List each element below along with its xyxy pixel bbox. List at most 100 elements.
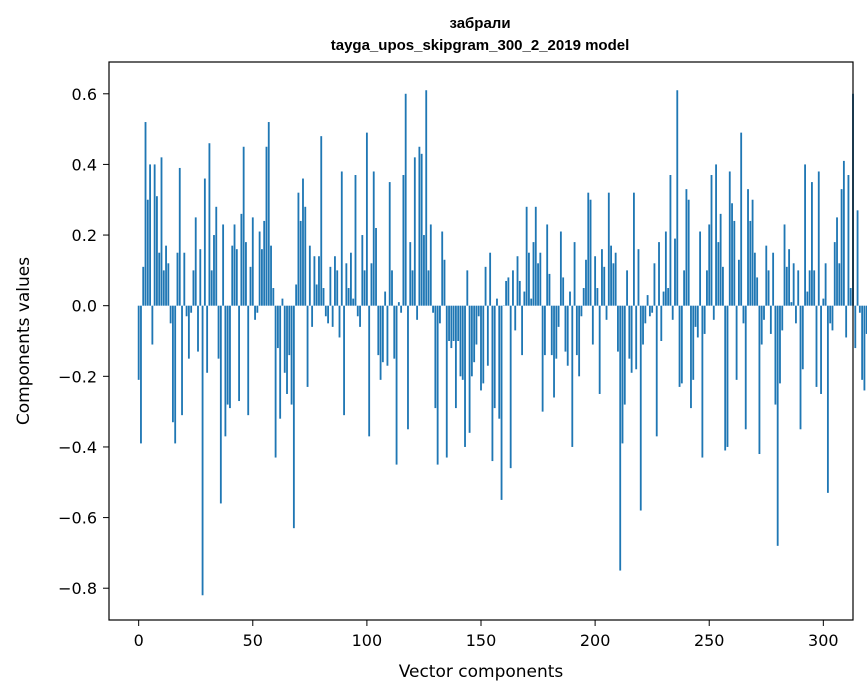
bar-318 xyxy=(863,305,866,391)
bar-24 xyxy=(192,270,195,306)
bar-222 xyxy=(644,305,647,324)
bar-186 xyxy=(562,277,565,306)
bar-41 xyxy=(231,245,234,306)
bar-197 xyxy=(587,192,590,306)
y-tick-label: 0.6 xyxy=(72,85,97,104)
bar-15 xyxy=(171,305,174,423)
bar-256 xyxy=(722,266,724,306)
bar-47 xyxy=(245,242,247,306)
x-tick-label: 0 xyxy=(134,631,144,650)
x-tick-label: 50 xyxy=(243,631,263,650)
bar-113 xyxy=(395,305,398,465)
bar-77 xyxy=(313,256,316,306)
bar-317 xyxy=(861,305,864,380)
bar-239 xyxy=(683,270,686,306)
bar-9 xyxy=(158,252,161,306)
bar-314 xyxy=(854,305,857,349)
bar-175 xyxy=(537,263,539,306)
bar-132 xyxy=(439,305,441,324)
bar-240 xyxy=(685,189,688,306)
bar-76 xyxy=(311,305,314,327)
bar-62 xyxy=(279,305,282,419)
bar-130 xyxy=(434,305,437,409)
bar-209 xyxy=(614,252,617,306)
bar-255 xyxy=(719,213,722,306)
bar-53 xyxy=(258,231,261,306)
bar-114 xyxy=(397,302,400,306)
bar-157 xyxy=(496,298,498,306)
bar-206 xyxy=(607,192,610,306)
y-tick-label: 0.0 xyxy=(72,297,97,316)
bar-286 xyxy=(790,302,793,306)
bar-122 xyxy=(416,305,419,320)
bar-305 xyxy=(833,242,836,306)
bar-103 xyxy=(372,171,375,306)
bar-112 xyxy=(393,305,396,359)
bar-10 xyxy=(160,157,163,306)
bar-205 xyxy=(605,305,608,320)
bar-136 xyxy=(448,305,450,341)
bar-299 xyxy=(820,305,822,394)
bar-245 xyxy=(696,305,699,338)
bar-86 xyxy=(334,256,336,306)
bar-198 xyxy=(589,199,592,306)
bar-264 xyxy=(740,132,743,306)
bar-269 xyxy=(751,199,754,306)
bar-21 xyxy=(185,305,188,317)
bar-168 xyxy=(521,305,523,356)
bar-278 xyxy=(772,252,775,306)
bar-131 xyxy=(436,305,439,465)
bar-148 xyxy=(475,305,478,345)
bar-45 xyxy=(240,213,243,306)
bar-137 xyxy=(450,305,453,349)
bar-107 xyxy=(381,305,384,363)
bar-56 xyxy=(265,146,268,306)
bar-251 xyxy=(710,175,713,306)
bar-312 xyxy=(849,288,852,306)
bar-162 xyxy=(507,277,510,306)
bar-48 xyxy=(247,305,250,416)
bar-233 xyxy=(669,175,672,306)
bar-270 xyxy=(753,252,756,306)
bar-172 xyxy=(530,298,533,306)
bar-225 xyxy=(651,305,654,313)
bar-243 xyxy=(692,305,695,380)
y-axis-ticks: −0.8 −0.6 −0.4 −0.2 0.0 0.2 0.4 0.6 xyxy=(58,85,109,598)
bar-116 xyxy=(402,175,405,306)
bar-121 xyxy=(413,157,416,306)
bar-74 xyxy=(306,305,309,387)
bar-51 xyxy=(254,305,256,320)
bar-75 xyxy=(308,245,311,306)
y-tick-label: −0.6 xyxy=(58,509,97,528)
bar-38 xyxy=(224,305,227,437)
bar-248 xyxy=(703,305,706,334)
bar-125 xyxy=(423,235,425,306)
bar-100 xyxy=(365,132,368,306)
bar-155 xyxy=(491,305,494,462)
y-tick-label: −0.8 xyxy=(58,579,97,598)
bar-176 xyxy=(539,252,542,306)
bar-174 xyxy=(534,206,537,306)
bar-159 xyxy=(500,305,503,500)
bar-22 xyxy=(187,305,190,359)
bar-210 xyxy=(617,305,619,352)
bar-119 xyxy=(409,242,412,306)
bar-39 xyxy=(226,305,229,405)
bar-101 xyxy=(368,305,371,437)
bar-294 xyxy=(808,270,811,306)
x-tick-label: 150 xyxy=(466,631,497,650)
bar-296 xyxy=(813,270,816,306)
bar-23 xyxy=(190,305,193,313)
bar-211 xyxy=(619,305,622,571)
bar-3 xyxy=(144,122,147,306)
bar-250 xyxy=(708,224,711,306)
bar-300 xyxy=(822,298,825,306)
bar-170 xyxy=(525,206,528,306)
bar-19 xyxy=(181,305,183,416)
bar-124 xyxy=(420,153,423,306)
bar-28 xyxy=(201,305,204,596)
bar-91 xyxy=(345,263,348,306)
bar-27 xyxy=(199,249,202,306)
bar-280 xyxy=(776,305,779,546)
bar-301 xyxy=(824,263,827,306)
